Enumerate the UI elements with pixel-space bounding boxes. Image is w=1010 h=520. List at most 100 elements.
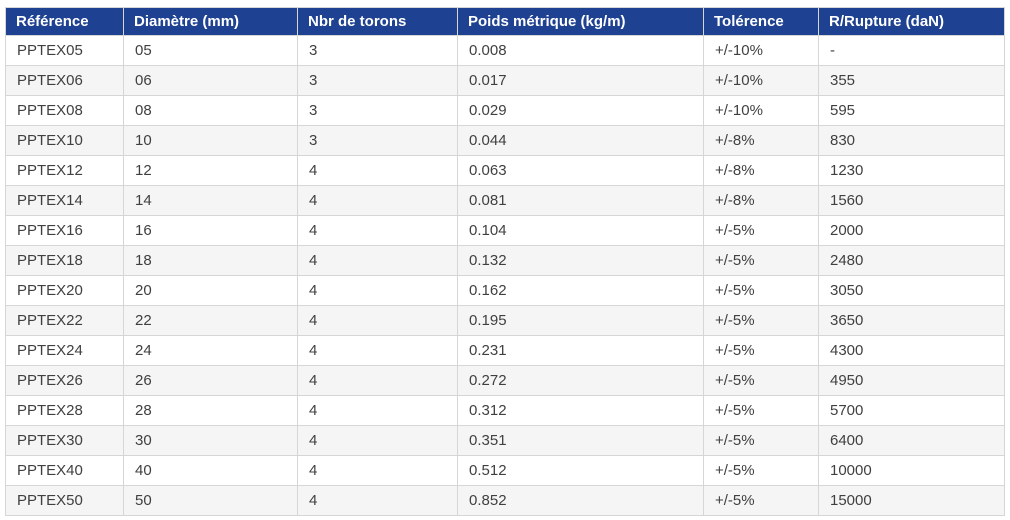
cell-tolerence: +/-5% xyxy=(703,275,819,306)
cell-diametre: 10 xyxy=(123,125,298,156)
cell-rupture: 6400 xyxy=(818,425,1005,456)
table-row: PPTEX24 24 4 0.231 +/-5% 4300 xyxy=(5,335,1005,366)
cell-torons: 4 xyxy=(297,425,458,456)
cell-reference: PPTEX50 xyxy=(5,485,124,516)
cell-torons: 4 xyxy=(297,305,458,336)
column-header-poids: Poids métrique (kg/m) xyxy=(457,7,704,36)
table-row: PPTEX40 40 4 0.512 +/-5% 10000 xyxy=(5,455,1005,486)
cell-tolerence: +/-5% xyxy=(703,215,819,246)
table-row: PPTEX50 50 4 0.852 +/-5% 15000 xyxy=(5,485,1005,516)
cell-poids: 0.044 xyxy=(457,125,704,156)
cell-tolerence: +/-10% xyxy=(703,65,819,96)
cell-poids: 0.017 xyxy=(457,65,704,96)
table-row: PPTEX26 26 4 0.272 +/-5% 4950 xyxy=(5,365,1005,396)
table-body: PPTEX05 05 3 0.008 +/-10% - PPTEX06 06 3 0.017 +/-… xyxy=(5,35,1005,516)
cell-diametre: 08 xyxy=(123,95,298,126)
table-row: PPTEX20 20 4 0.162 +/-5% 3050 xyxy=(5,275,1005,306)
cell-poids: 0.512 xyxy=(457,455,704,486)
cell-diametre: 24 xyxy=(123,335,298,366)
cell-diametre: 16 xyxy=(123,215,298,246)
table-row: PPTEX05 05 3 0.008 +/-10% - xyxy=(5,35,1005,66)
cell-tolerence: +/-8% xyxy=(703,155,819,186)
cell-rupture: 355 xyxy=(818,65,1005,96)
cell-rupture: 2000 xyxy=(818,215,1005,246)
cell-poids: 0.195 xyxy=(457,305,704,336)
cell-torons: 4 xyxy=(297,395,458,426)
cell-diametre: 14 xyxy=(123,185,298,216)
cell-torons: 3 xyxy=(297,35,458,66)
cell-torons: 4 xyxy=(297,215,458,246)
cell-reference: PPTEX26 xyxy=(5,365,124,396)
cell-rupture: 15000 xyxy=(818,485,1005,516)
cell-torons: 4 xyxy=(297,365,458,396)
cell-reference: PPTEX30 xyxy=(5,425,124,456)
cell-diametre: 05 xyxy=(123,35,298,66)
table-row: PPTEX14 14 4 0.081 +/-8% 1560 xyxy=(5,185,1005,216)
table-row: PPTEX30 30 4 0.351 +/-5% 6400 xyxy=(5,425,1005,456)
cell-reference: PPTEX16 xyxy=(5,215,124,246)
table-row: PPTEX08 08 3 0.029 +/-10% 595 xyxy=(5,95,1005,126)
cell-rupture: 1230 xyxy=(818,155,1005,186)
cell-torons: 4 xyxy=(297,455,458,486)
cell-rupture: 3050 xyxy=(818,275,1005,306)
cell-reference: PPTEX24 xyxy=(5,335,124,366)
cell-diametre: 22 xyxy=(123,305,298,336)
cell-tolerence: +/-10% xyxy=(703,35,819,66)
cell-rupture: - xyxy=(818,35,1005,66)
cell-poids: 0.231 xyxy=(457,335,704,366)
cell-torons: 4 xyxy=(297,245,458,276)
cell-tolerence: +/-10% xyxy=(703,95,819,126)
cell-poids: 0.081 xyxy=(457,185,704,216)
cell-tolerence: +/-5% xyxy=(703,305,819,336)
cell-poids: 0.104 xyxy=(457,215,704,246)
cell-tolerence: +/-8% xyxy=(703,125,819,156)
table-row: PPTEX12 12 4 0.063 +/-8% 1230 xyxy=(5,155,1005,186)
cell-diametre: 20 xyxy=(123,275,298,306)
table-row: PPTEX28 28 4 0.312 +/-5% 5700 xyxy=(5,395,1005,426)
cell-diametre: 28 xyxy=(123,395,298,426)
cell-reference: PPTEX28 xyxy=(5,395,124,426)
cell-torons: 4 xyxy=(297,275,458,306)
table-row: PPTEX22 22 4 0.195 +/-5% 3650 xyxy=(5,305,1005,336)
cell-tolerence: +/-5% xyxy=(703,455,819,486)
column-header-torons: Nbr de torons xyxy=(297,7,458,36)
cell-poids: 0.312 xyxy=(457,395,704,426)
cell-diametre: 26 xyxy=(123,365,298,396)
cell-tolerence: +/-5% xyxy=(703,335,819,366)
table-row: PPTEX06 06 3 0.017 +/-10% 355 xyxy=(5,65,1005,96)
table-row: PPTEX16 16 4 0.104 +/-5% 2000 xyxy=(5,215,1005,246)
cell-poids: 0.272 xyxy=(457,365,704,396)
cell-diametre: 18 xyxy=(123,245,298,276)
cell-poids: 0.162 xyxy=(457,275,704,306)
cell-torons: 3 xyxy=(297,125,458,156)
cell-torons: 4 xyxy=(297,485,458,516)
cell-tolerence: +/-5% xyxy=(703,245,819,276)
cell-diametre: 12 xyxy=(123,155,298,186)
cell-poids: 0.063 xyxy=(457,155,704,186)
column-header-rupture: R/Rupture (daN) xyxy=(818,7,1005,36)
cell-tolerence: +/-5% xyxy=(703,485,819,516)
column-header-diametre: Diamètre (mm) xyxy=(123,7,298,36)
table-header: Référence Diamètre (mm) Nbr de torons Po… xyxy=(5,7,1005,36)
cell-tolerence: +/-5% xyxy=(703,395,819,426)
cell-reference: PPTEX14 xyxy=(5,185,124,216)
cell-poids: 0.029 xyxy=(457,95,704,126)
cell-rupture: 3650 xyxy=(818,305,1005,336)
cell-poids: 0.132 xyxy=(457,245,704,276)
column-header-reference: Référence xyxy=(5,7,124,36)
cell-reference: PPTEX20 xyxy=(5,275,124,306)
cell-reference: PPTEX05 xyxy=(5,35,124,66)
header-row: Référence Diamètre (mm) Nbr de torons Po… xyxy=(5,7,1005,36)
cell-diametre: 50 xyxy=(123,485,298,516)
cell-rupture: 5700 xyxy=(818,395,1005,426)
cell-reference: PPTEX08 xyxy=(5,95,124,126)
table-row: PPTEX10 10 3 0.044 +/-8% 830 xyxy=(5,125,1005,156)
cell-reference: PPTEX40 xyxy=(5,455,124,486)
cell-reference: PPTEX06 xyxy=(5,65,124,96)
cell-torons: 4 xyxy=(297,335,458,366)
cell-reference: PPTEX12 xyxy=(5,155,124,186)
cell-diametre: 40 xyxy=(123,455,298,486)
cell-reference: PPTEX10 xyxy=(5,125,124,156)
cell-diametre: 06 xyxy=(123,65,298,96)
